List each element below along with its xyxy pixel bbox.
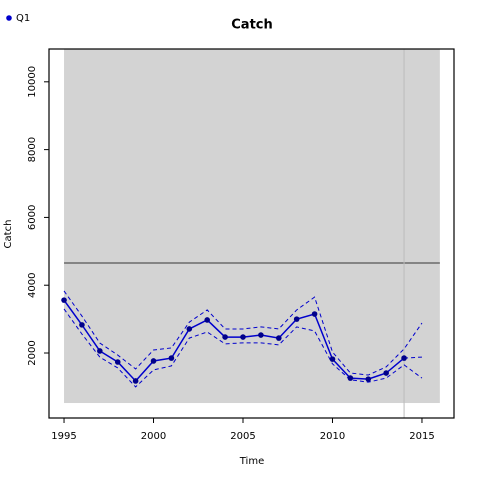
interval-line	[63, 290, 423, 376]
y-axis-label: Catch	[3, 220, 14, 249]
chart-title: Catch	[231, 18, 273, 33]
interval-line	[63, 308, 423, 388]
plot-frame	[48, 48, 455, 419]
y-tick-label: 4000	[27, 272, 38, 297]
data-point	[293, 316, 300, 322]
y-tick-label: 8000	[27, 137, 38, 162]
y-tick-label: 6000	[27, 205, 38, 230]
data-point	[97, 348, 103, 354]
data-point	[132, 378, 139, 384]
data-point	[240, 334, 246, 340]
x-tick-label: 2010	[320, 431, 345, 442]
shaded-region	[64, 49, 440, 404]
data-point	[365, 376, 372, 382]
data-point	[150, 358, 157, 364]
forecast-line	[404, 356, 422, 359]
data-point	[383, 370, 389, 376]
data-point	[168, 355, 175, 361]
data-point	[258, 332, 264, 338]
legend-label: Q1	[16, 13, 30, 24]
legend-marker	[6, 15, 12, 21]
x-tick-label: 1995	[51, 431, 76, 442]
data-point	[114, 359, 121, 365]
data-point	[401, 355, 407, 361]
x-axis-label: Time	[239, 456, 264, 467]
data-point	[347, 375, 354, 381]
data-point	[222, 334, 228, 340]
data-point	[61, 297, 67, 303]
x-tick-label: 2005	[230, 431, 255, 442]
data-point	[79, 322, 85, 328]
series-line	[63, 299, 405, 383]
y-tick-label: 10000	[27, 66, 38, 98]
data-point	[186, 326, 193, 332]
data-point	[311, 311, 318, 317]
data-point	[329, 356, 336, 362]
data-point	[204, 317, 211, 323]
x-tick-label: 2015	[409, 431, 434, 442]
y-tick-label: 2000	[27, 340, 38, 365]
x-tick-label: 2000	[141, 431, 166, 442]
data-point	[275, 335, 282, 341]
